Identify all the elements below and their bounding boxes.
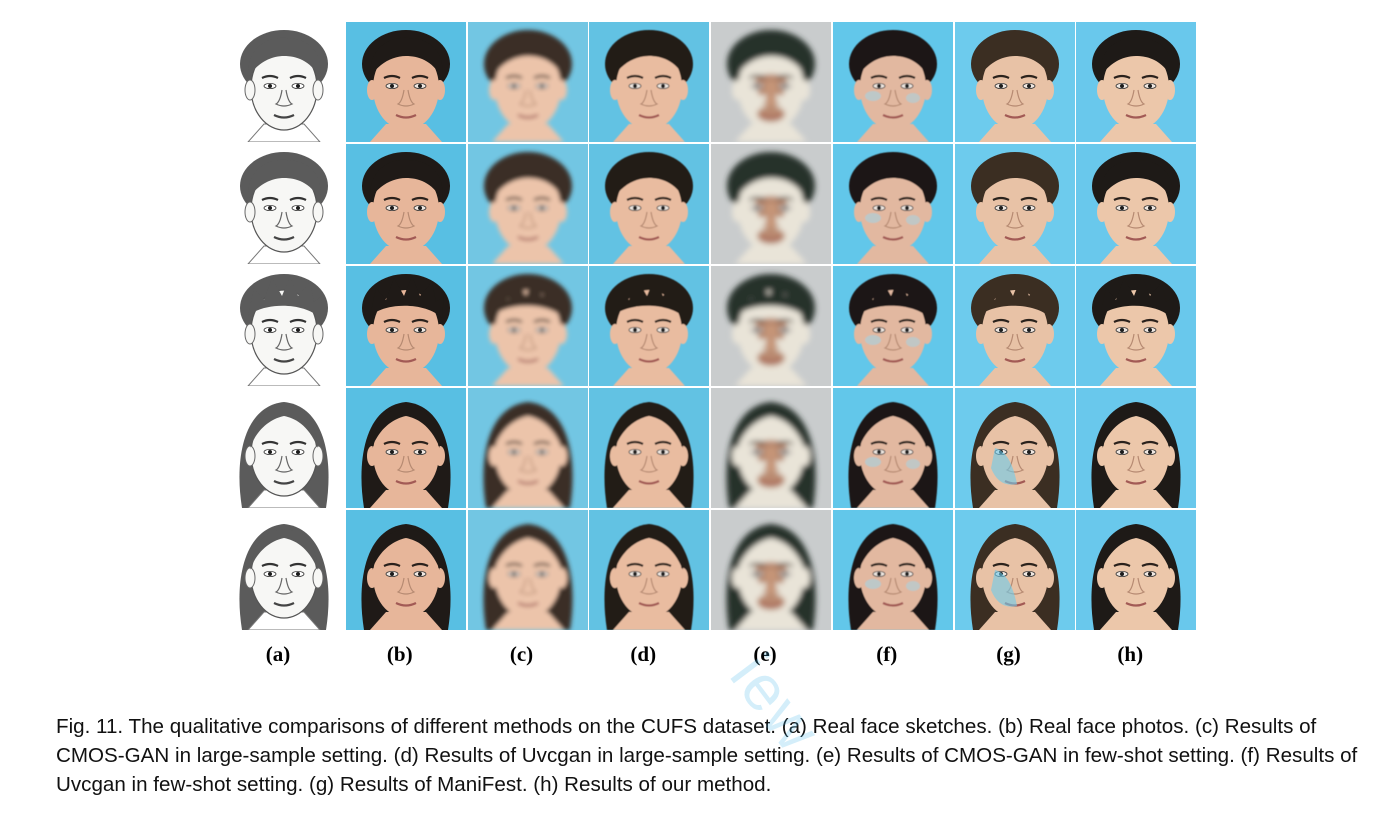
face-image-r3-c4 [589,266,710,386]
face-image-r5-c1 [224,510,344,630]
face-image-r4-c2 [345,388,466,508]
face-image-r1-c7 [954,22,1075,142]
face-image-r3-c1 [224,266,344,386]
face-image-r4-c5 [711,388,831,508]
face-image-r3-c7 [954,266,1075,386]
face-image-r1-c4 [589,22,710,142]
column-label-1: (a) [265,642,291,666]
face-image-r1-c6 [832,22,953,142]
face-image-r3-c3 [467,266,588,386]
face-image-r1-c1 [224,22,344,142]
face-image-r2-c4 [589,144,710,264]
face-image-r5-c7 [954,510,1075,630]
face-image-r2-c7 [954,144,1075,264]
face-image-r2-c2 [345,144,466,264]
face-image-r4-c1 [224,388,344,508]
face-image-r1-c2 [345,22,466,142]
face-image-r3-c5 [711,266,831,386]
face-image-r4-c7 [954,388,1075,508]
column-label-8: (h) [1117,642,1144,666]
face-image-r4-c6 [832,388,953,508]
face-image-r1-c5 [711,22,831,142]
column-label-2: (b) [386,642,413,666]
column-label-3: (c) [509,642,534,666]
face-image-r5-c3 [467,510,588,630]
face-image-r5-c5 [711,510,831,630]
face-image-r4-c8 [1076,388,1197,508]
column-label-5: (e) [753,642,777,666]
face-image-r3-c8 [1076,266,1197,386]
face-comparison-grid [224,22,1198,632]
face-image-r1-c8 [1076,22,1197,142]
face-image-r5-c4 [589,510,710,630]
face-image-r5-c6 [832,510,953,630]
column-label-7: (g) [996,642,1021,666]
face-image-r1-c3 [467,22,588,142]
face-image-r2-c6 [832,144,953,264]
face-image-r2-c1 [224,144,344,264]
face-image-r2-c3 [467,144,588,264]
column-label-6: (f) [876,642,898,666]
face-image-r3-c2 [345,266,466,386]
figure-caption: Fig. 11. The qualitative comparisons of … [56,715,1358,796]
face-image-r4-c3 [467,388,588,508]
face-image-r5-c8 [1076,510,1197,630]
face-image-r5-c2 [345,510,466,630]
column-label-4: (d) [630,642,657,666]
face-image-r3-c6 [832,266,953,386]
face-image-r4-c4 [589,388,710,508]
face-image-r2-c5 [711,144,831,264]
face-image-r2-c8 [1076,144,1197,264]
